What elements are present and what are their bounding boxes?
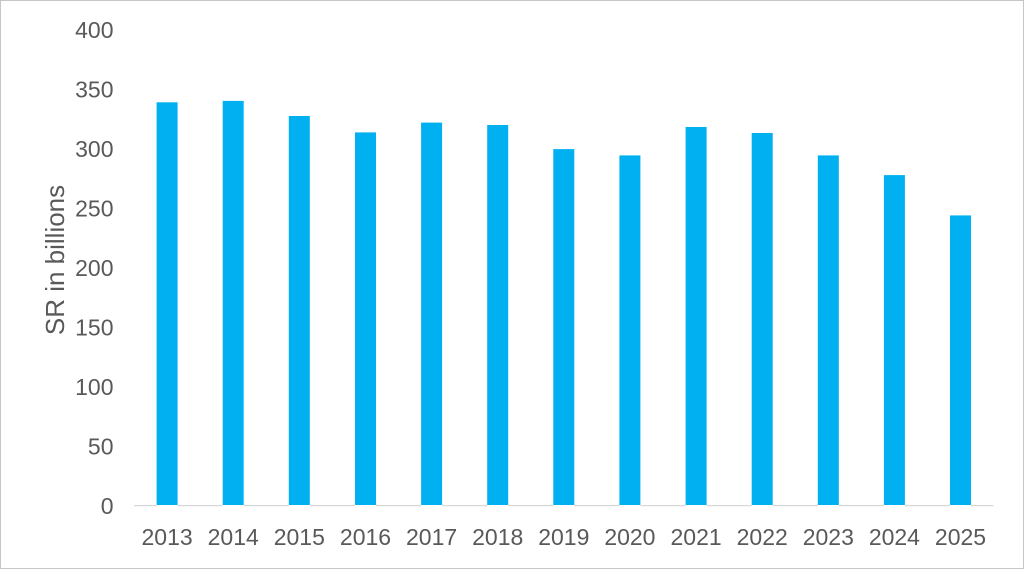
svg-text:2014: 2014 xyxy=(208,524,259,550)
svg-text:2021: 2021 xyxy=(671,524,722,550)
svg-text:2025: 2025 xyxy=(935,524,986,550)
svg-text:50: 50 xyxy=(88,433,114,459)
svg-text:2024: 2024 xyxy=(869,524,920,550)
svg-text:200: 200 xyxy=(75,255,113,281)
svg-text:2013: 2013 xyxy=(142,524,193,550)
svg-text:2020: 2020 xyxy=(604,524,655,550)
svg-text:2015: 2015 xyxy=(274,524,325,550)
svg-text:2016: 2016 xyxy=(340,524,391,550)
svg-text:150: 150 xyxy=(75,314,113,340)
svg-text:2017: 2017 xyxy=(406,524,457,550)
svg-text:0: 0 xyxy=(101,493,114,519)
svg-text:350: 350 xyxy=(75,77,113,103)
svg-text:250: 250 xyxy=(75,196,113,222)
svg-text:300: 300 xyxy=(75,136,113,162)
svg-text:2018: 2018 xyxy=(472,524,523,550)
svg-text:2023: 2023 xyxy=(803,524,854,550)
svg-text:2019: 2019 xyxy=(538,524,589,550)
svg-text:100: 100 xyxy=(75,374,113,400)
svg-text:400: 400 xyxy=(75,17,113,43)
svg-text:SR in billions: SR in billions xyxy=(40,185,70,335)
svg-text:2022: 2022 xyxy=(737,524,788,550)
